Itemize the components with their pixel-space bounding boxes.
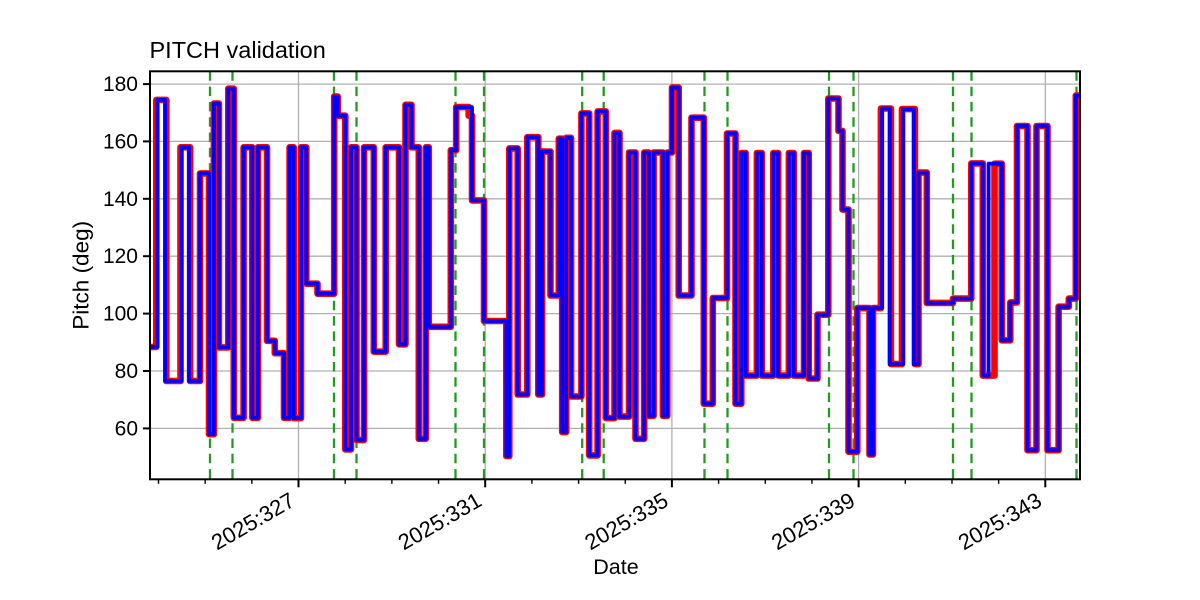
svg-text:Date: Date <box>593 555 638 579</box>
svg-text:140: 140 <box>103 188 138 211</box>
svg-text:160: 160 <box>103 130 138 153</box>
svg-text:180: 180 <box>103 73 138 96</box>
svg-text:60: 60 <box>115 417 138 440</box>
svg-text:PITCH validation: PITCH validation <box>150 37 326 63</box>
svg-text:100: 100 <box>103 303 138 326</box>
svg-text:80: 80 <box>115 360 138 383</box>
svg-text:120: 120 <box>103 245 138 268</box>
svg-text:Pitch (deg): Pitch (deg) <box>69 221 94 330</box>
